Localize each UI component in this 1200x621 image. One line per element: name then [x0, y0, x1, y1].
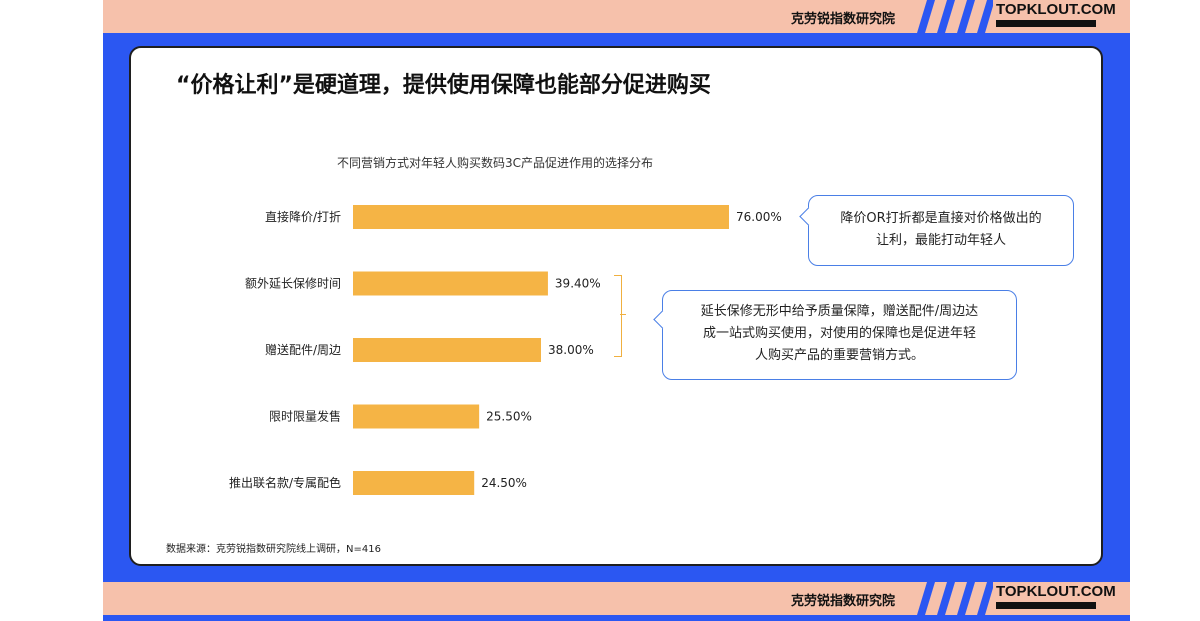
category-label: 额外延长保修时间 [245, 276, 341, 291]
footer-logo-tagline [996, 602, 1096, 609]
callout-line: 降价OR打折都是直接对价格做出的 [840, 211, 1042, 226]
footer-logo: TOPKLOUT.COM [996, 584, 1124, 612]
category-label: 赠送配件/周边 [265, 342, 341, 357]
bar [353, 205, 729, 229]
value-label: 76.00% [736, 210, 782, 224]
footer-stripes [917, 582, 993, 615]
category-label: 限时限量发售 [269, 409, 341, 424]
data-source-note: 数据来源：克劳锐指数研究院线上调研，N=416 [166, 544, 381, 555]
header-logo-tagline [996, 20, 1096, 27]
callout-line: 人购买产品的重要营销方式。 [754, 348, 924, 363]
header-logo-text: TOPKLOUT.COM [996, 1, 1116, 18]
bar [353, 404, 480, 429]
callout-price-discount: 降价OR打折都是直接对价格做出的 让利，最能打动年轻人 [799, 195, 1074, 266]
callout-line: 成一站式购买使用，对使用的保障也是促进年轻 [702, 326, 976, 341]
callout-warranty-accessories: 延长保修无形中给予质量保障，赠送配件/周边达 成一站式购买使用，对使用的保障也是… [653, 290, 1017, 380]
callout-line: 让利，最能打动年轻人 [875, 233, 1006, 248]
footer-band: 克劳锐指数研究院 TOPKLOUT.COM [103, 582, 1130, 615]
bar [353, 338, 541, 362]
bar [353, 271, 548, 296]
bar [353, 471, 475, 495]
value-label: 39.40% [555, 277, 601, 291]
footer-org-name: 克劳锐指数研究院 [790, 594, 895, 609]
group-bracket [614, 275, 626, 357]
footer-logo-text: TOPKLOUT.COM [996, 583, 1116, 600]
value-label: 24.50% [481, 476, 527, 490]
value-label: 25.50% [486, 410, 532, 424]
page-title: “价格让利”是硬道理，提供使用保障也能部分促进购买 [176, 73, 711, 98]
header-org-name: 克劳锐指数研究院 [790, 12, 895, 27]
header-logo: TOPKLOUT.COM [996, 2, 1124, 30]
value-label: 38.00% [548, 343, 594, 357]
category-label: 推出联名款/专属配色 [229, 475, 341, 490]
callout-line: 延长保修无形中给予质量保障，赠送配件/周边达 [700, 304, 979, 319]
chart-title: 不同营销方式对年轻人购买数码3C产品促进作用的选择分布 [337, 156, 654, 170]
header-stripes [917, 0, 993, 33]
header-band: 克劳锐指数研究院 TOPKLOUT.COM [103, 0, 1130, 33]
category-label: 直接降价/打折 [265, 209, 341, 224]
